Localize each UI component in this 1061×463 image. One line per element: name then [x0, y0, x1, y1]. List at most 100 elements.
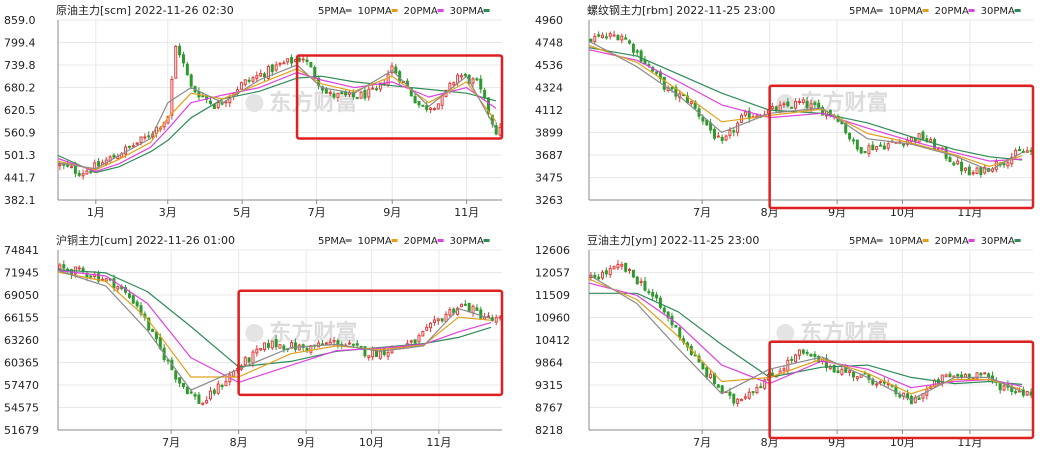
candle-body	[274, 338, 278, 348]
x-tick-label: 9月	[383, 206, 401, 219]
candle-body	[620, 35, 624, 41]
candle-body	[628, 268, 632, 271]
candle-body	[463, 303, 467, 306]
candle-body	[463, 73, 467, 77]
candle-body	[143, 136, 147, 139]
candle-body	[425, 326, 429, 331]
candle-body	[459, 303, 463, 308]
candle-body	[639, 50, 643, 62]
legend-label-ma20: 20PMA	[404, 236, 438, 247]
candle-body	[421, 331, 425, 337]
series-line-ma5	[57, 64, 497, 170]
candle-body	[867, 145, 871, 155]
candle-body	[851, 139, 855, 142]
candle-body	[728, 129, 732, 137]
candle-body	[635, 50, 639, 53]
crude-oil-chart: 原油主力[scm] 2022-11-26 02:30 5PMA 10PMA 20PMA…	[4, 3, 504, 219]
y-tick-label: 4112	[535, 104, 563, 117]
candle-body	[224, 101, 228, 104]
candle-body	[131, 145, 135, 148]
y-tick-label: 9315	[535, 379, 563, 392]
legend-swatch-ma10	[922, 9, 929, 12]
candle-body	[658, 297, 662, 308]
candle-body	[786, 101, 790, 107]
candle-body	[736, 398, 740, 404]
candle-body	[324, 342, 328, 345]
chart-panel-soybean-oil: 豆油主力[ym] 2022-11-25 23:00 5PMA 10PMA 20PMA 3…	[531, 230, 1061, 459]
candle-body	[216, 383, 220, 394]
candle-body	[147, 317, 151, 331]
x-tick-label: 11月	[454, 206, 479, 219]
candle-body	[336, 340, 340, 346]
candle-body	[73, 165, 77, 174]
candle-body	[624, 37, 628, 40]
candle-body	[620, 264, 624, 267]
candle-body	[239, 82, 243, 90]
candle-body	[763, 379, 767, 389]
copper-chart: 沪铜主力[cum] 2022-11-26 01:00 5PMA 10PMA 20PMA…	[4, 233, 504, 449]
y-tick-label: 69050	[4, 289, 39, 302]
candle-body	[359, 91, 363, 99]
candle-body	[205, 399, 209, 404]
candle-body	[790, 106, 794, 109]
rebar-chart: 螺纹钢主力[rbm] 2022-11-25 23:00 5PMA 10PMA 20PM…	[535, 3, 1035, 219]
y-tick-label: 4748	[535, 37, 563, 50]
legend-label-ma30: 30PMA	[981, 236, 1015, 247]
legend-label-ma30: 30PMA	[450, 236, 484, 247]
candle-body	[181, 382, 185, 388]
candle-body	[952, 162, 956, 166]
candle-body	[612, 266, 616, 270]
candle-body	[801, 99, 805, 104]
candle-body	[328, 341, 332, 346]
x-tick-label: 7月	[693, 436, 711, 449]
candle-body	[58, 163, 62, 167]
candle-body	[898, 394, 902, 398]
candle-body	[848, 370, 852, 373]
candle-body	[282, 345, 286, 350]
candle-body	[631, 269, 635, 278]
candle-body	[755, 387, 759, 394]
candle-body	[647, 291, 651, 294]
candle-body	[979, 372, 983, 376]
candle-body	[135, 142, 139, 145]
candle-body	[678, 327, 682, 338]
candle-body	[62, 264, 66, 269]
candle-body	[425, 105, 429, 110]
candle-body	[390, 65, 394, 73]
candle-body	[178, 45, 182, 56]
candle-body	[201, 402, 205, 405]
highlight-frame	[768, 84, 1035, 210]
candle-body	[479, 309, 483, 319]
y-tick-label: 74841	[4, 244, 39, 257]
candle-body	[701, 117, 705, 122]
candle-body	[821, 107, 825, 116]
candle-body	[608, 33, 612, 37]
candle-body	[432, 108, 436, 111]
candle-body	[340, 91, 344, 94]
candle-body	[305, 59, 309, 62]
candle-body	[255, 348, 259, 354]
candle-body	[643, 280, 647, 291]
legend-label-ma5: 5PMA	[318, 6, 346, 17]
candle-body	[212, 104, 216, 109]
legend-swatch-ma5	[345, 239, 352, 242]
candle-body	[604, 36, 608, 39]
candle-body	[309, 61, 313, 68]
candle-body	[743, 396, 747, 399]
candle-body	[178, 377, 182, 384]
candle-body	[471, 305, 475, 314]
candle-body	[483, 89, 487, 99]
candle-body	[724, 135, 728, 141]
candle-body	[886, 383, 890, 386]
y-tick-label: 8767	[535, 402, 563, 415]
candle-body	[386, 351, 390, 357]
highlight-frame	[295, 54, 504, 140]
candle-body	[282, 62, 286, 65]
candle-body	[1002, 163, 1006, 166]
candle-body	[185, 63, 189, 76]
series-line-ma10	[588, 44, 1023, 167]
candle-body	[421, 104, 425, 107]
candle-body	[301, 58, 305, 61]
candle-body	[378, 82, 382, 90]
candle-body	[983, 166, 987, 174]
